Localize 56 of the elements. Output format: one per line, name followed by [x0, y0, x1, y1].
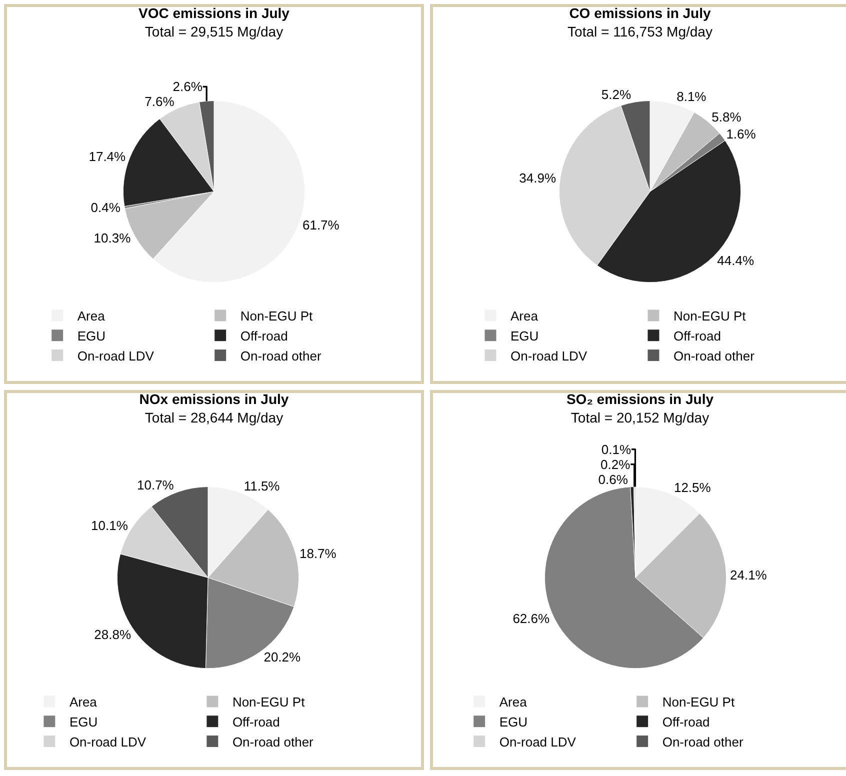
- chart-subtitle: Total = 20,152 Mg/day: [570, 409, 710, 426]
- data-label: 7.6%: [144, 94, 175, 110]
- data-label: 18.7%: [299, 546, 337, 562]
- data-label: 5.8%: [712, 110, 742, 125]
- chart-title: CO emissions in July: [569, 5, 712, 22]
- data-label: 61.7%: [302, 218, 340, 233]
- chart-subtitle: Total = 29,515 Mg/day: [144, 23, 284, 40]
- chart-title: SO₂ emissions in July: [566, 391, 714, 408]
- legend-label: EGU: [499, 714, 528, 730]
- legend-label: Off-road: [673, 328, 721, 344]
- legend-label: Off-road: [662, 714, 710, 730]
- legend-label: Off-road: [232, 714, 280, 730]
- legend-label: On-road LDV: [69, 734, 146, 750]
- data-label: 0.6%: [598, 472, 628, 487]
- legend-label: On-road other: [240, 348, 322, 364]
- legend-label: EGU: [69, 714, 98, 730]
- data-label: 11.5%: [244, 478, 280, 494]
- legend-label: Non-EGU Pt: [673, 308, 746, 324]
- data-label: 1.6%: [726, 126, 756, 142]
- legend-label: Non-EGU Pt: [240, 308, 313, 324]
- data-label: 17.4%: [88, 149, 126, 164]
- legend-label: On-road LDV: [510, 348, 588, 364]
- data-label: 5.2%: [601, 87, 632, 102]
- chart-title: VOC emissions in July: [138, 5, 290, 22]
- data-label: 24.1%: [730, 567, 768, 582]
- legend-label: Area: [77, 308, 106, 324]
- data-label: 8.1%: [676, 89, 707, 104]
- chart-subtitle: Total = 28,644 Mg/day: [144, 409, 284, 426]
- data-label: 34.9%: [519, 170, 556, 186]
- data-label: 0.4%: [90, 200, 121, 216]
- data-label: 28.8%: [94, 627, 132, 642]
- data-label: 0.2%: [600, 456, 631, 472]
- legend-label: Non-EGU Pt: [232, 694, 306, 710]
- data-label: 10.7%: [136, 478, 174, 493]
- legend-label: EGU: [77, 328, 106, 344]
- data-label: 0.1%: [601, 442, 632, 457]
- legend-label: Non-EGU Pt: [662, 694, 735, 710]
- chart-title: NOx emissions in July: [139, 391, 289, 408]
- data-label: 2.6%: [172, 79, 203, 94]
- legend-label: On-road LDV: [499, 734, 576, 750]
- data-label: 20.2%: [264, 650, 302, 665]
- data-label: 44.4%: [717, 252, 754, 268]
- legend-label: On-road other: [673, 348, 756, 364]
- legend-label: Off-road: [240, 328, 288, 344]
- legend-label: Area: [69, 694, 98, 710]
- data-label: 10.1%: [91, 518, 128, 533]
- data-label: 10.3%: [94, 230, 132, 246]
- legend-label: On-road LDV: [77, 348, 154, 364]
- legend-label: On-road other: [232, 734, 314, 750]
- data-label: 12.5%: [674, 480, 712, 495]
- chart-subtitle: Total = 116,753 Mg/day: [568, 23, 712, 40]
- data-label: 62.6%: [512, 611, 550, 626]
- legend-label: Area: [499, 694, 528, 710]
- legend-label: EGU: [510, 328, 539, 344]
- legend-label: Area: [510, 308, 539, 324]
- legend-label: On-road other: [662, 734, 744, 750]
